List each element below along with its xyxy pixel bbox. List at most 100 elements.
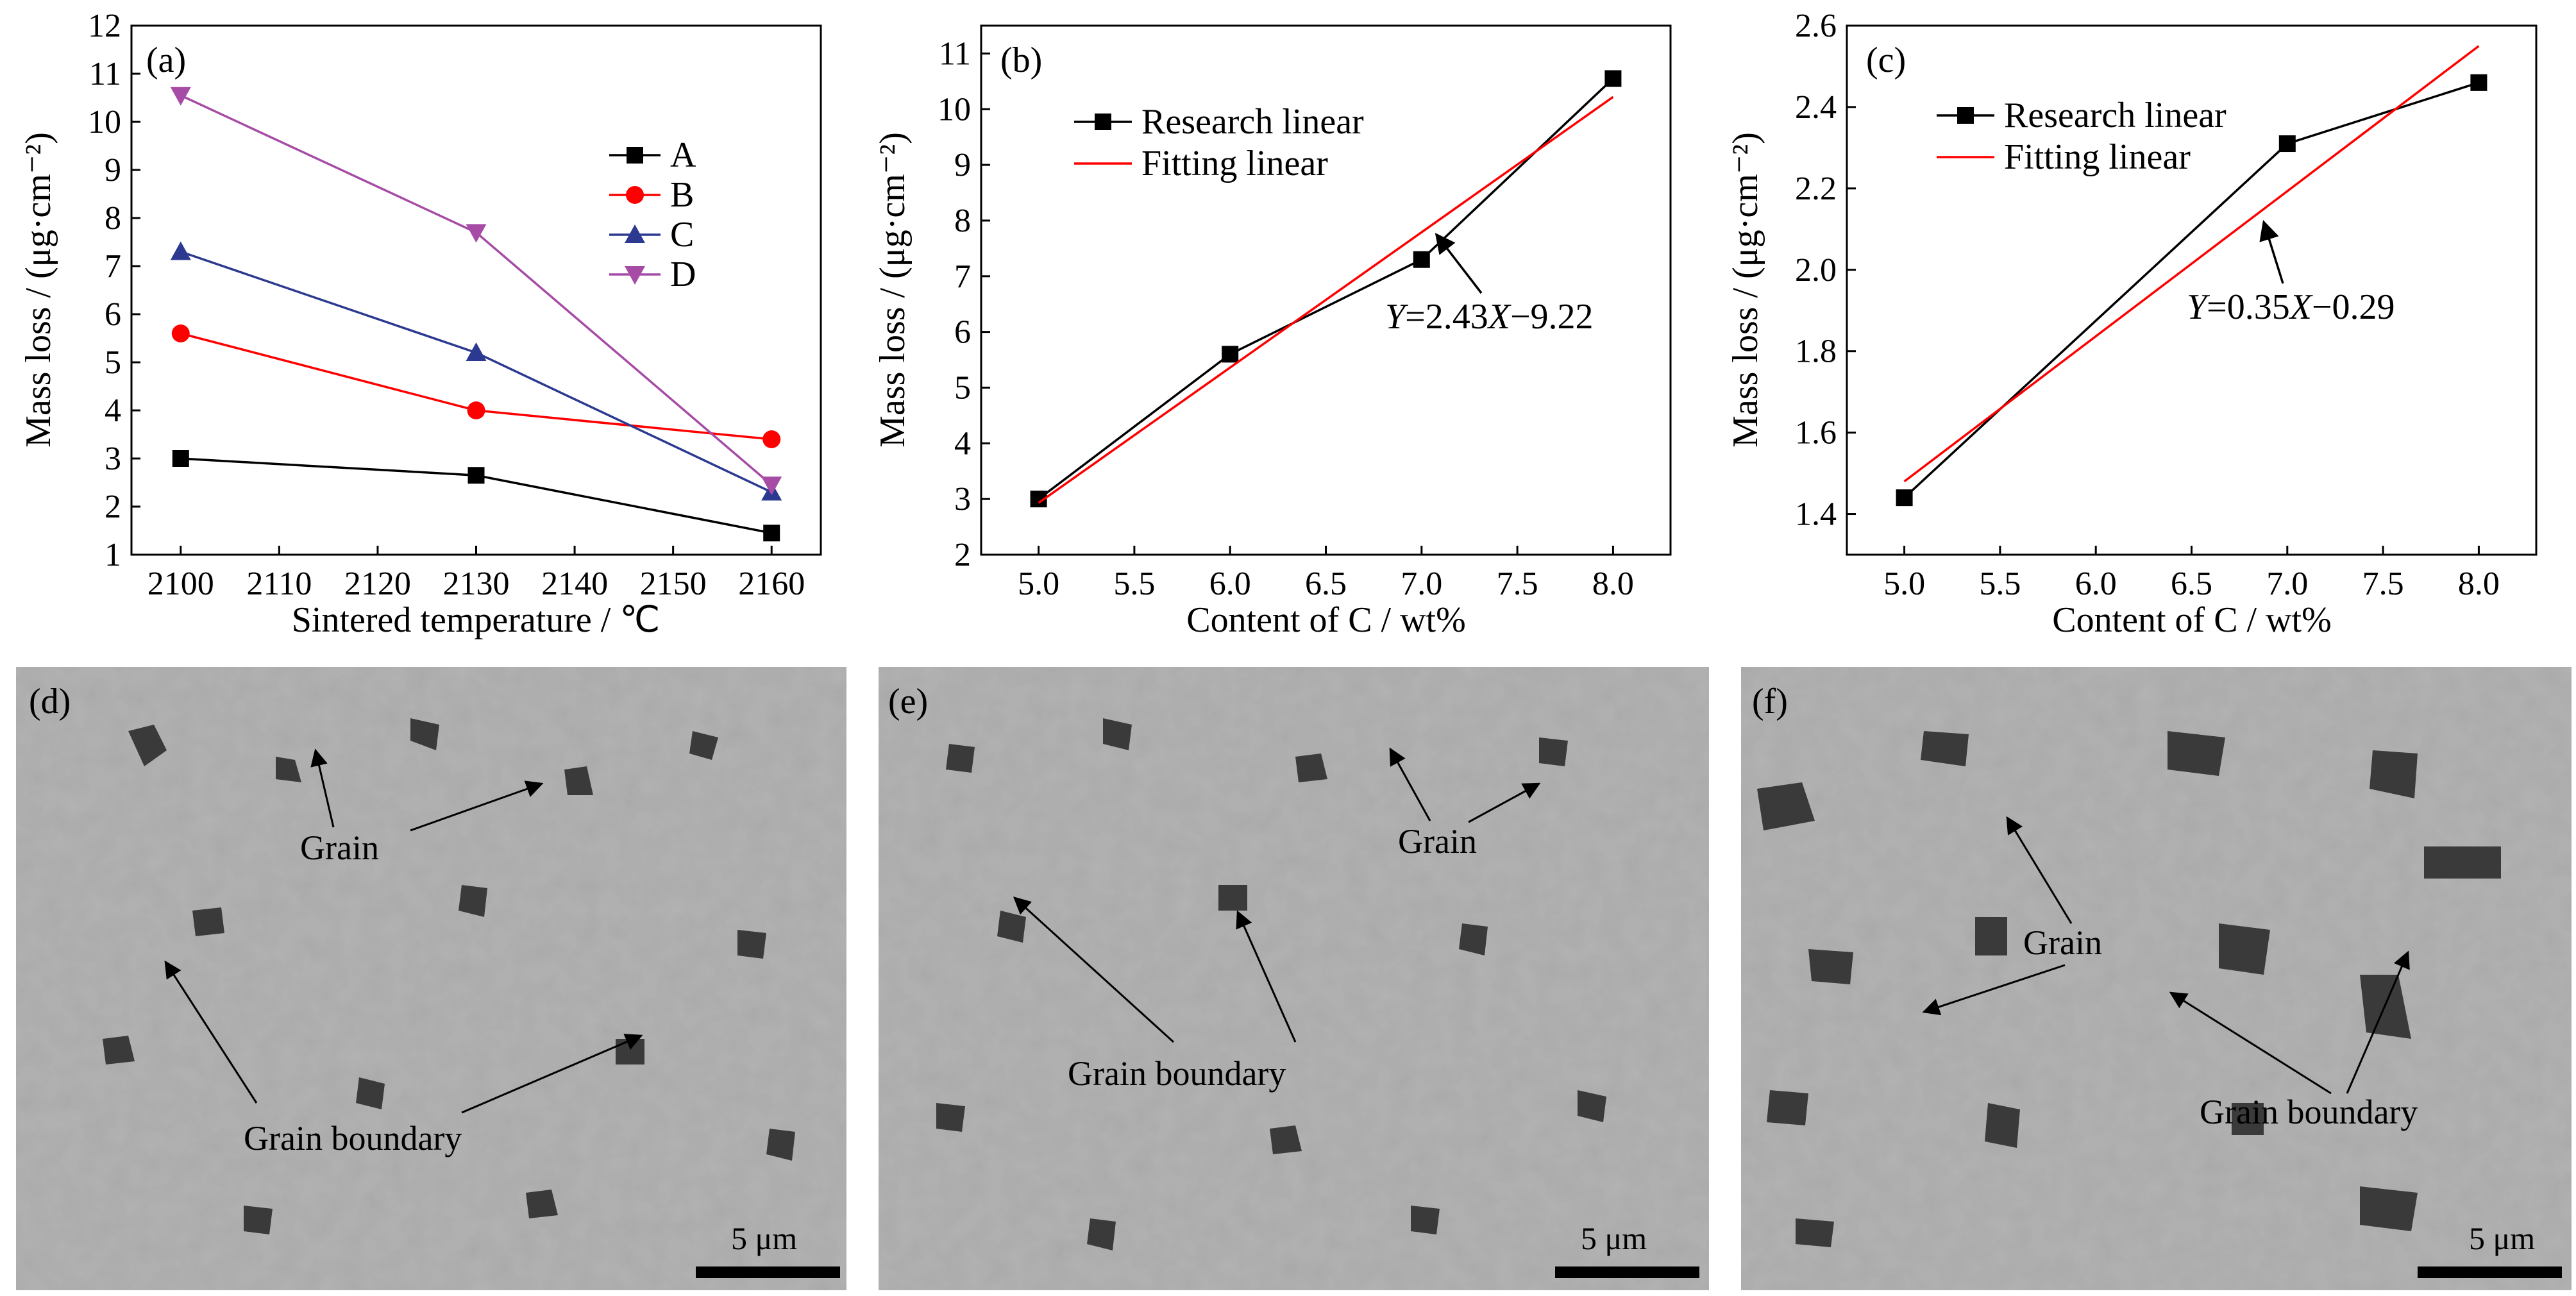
scale-bar-e — [1555, 1267, 1699, 1278]
legend-marker — [627, 147, 643, 164]
x-tick-label: 7.0 — [2266, 566, 2308, 602]
y-tick-label: 1.6 — [1795, 415, 1837, 451]
dark-phase-f — [1757, 731, 2501, 1247]
scale-bar-f — [2418, 1267, 2562, 1278]
chart-panel-b: 2 3 4 5 6 7 8 9 10 11 5.0 5.5 6.0 6.5 7.0 7.5 8.0 (b) C… — [873, 24, 1672, 640]
y-tick-label: 4 — [105, 392, 121, 429]
equation-annotation-c: Y=0.35X−0.29 — [2187, 220, 2395, 327]
dark-phase-e — [936, 718, 1606, 1250]
y-tick-label: 5 — [105, 344, 121, 381]
y-tick-label: 6 — [105, 296, 121, 333]
y-tick-label: 3 — [105, 441, 121, 477]
y-axis-label-a: Mass loss / (μg·cm⁻²) — [19, 132, 58, 448]
y-tick-label: 10 — [88, 104, 121, 140]
data-point — [467, 467, 485, 484]
micrograph-f: (f) Grain Grain boundary 5 μm — [1741, 667, 2572, 1290]
data-point — [2470, 74, 2488, 91]
boundary-arrow-e-2 — [1236, 910, 1297, 1043]
grain-label-d: Grain — [300, 829, 379, 867]
y-tick-label: 2 — [105, 489, 121, 525]
data-point — [170, 241, 191, 260]
x-tick-label: 6.5 — [1305, 566, 1347, 602]
y-tick-label: 2.4 — [1795, 89, 1837, 126]
y-tick-label: 11 — [939, 35, 971, 72]
series-group-c — [1896, 45, 2488, 507]
grain-label-f: Grain — [2023, 923, 2102, 962]
micrograph-image-d — [16, 667, 846, 1290]
y-tick-label: 8 — [105, 200, 121, 237]
y-tick-label: 2 — [954, 537, 971, 573]
boundary-arrow-e-1 — [1013, 896, 1175, 1043]
series-group-b — [1030, 70, 1622, 508]
boundary-arrow-f-1 — [2169, 991, 2332, 1095]
grain-boundary-label-d: Grain boundary — [244, 1119, 462, 1157]
legend-marker — [626, 186, 644, 204]
y-tick-label: 2.0 — [1795, 252, 1837, 289]
micrograph-e: (e) Grain Grain boundary 5 μm — [879, 667, 1709, 1290]
legend-label: B — [670, 175, 694, 215]
grain-label-e: Grain — [1398, 822, 1477, 861]
x-tick-label: 6.5 — [2171, 566, 2212, 602]
y-tick-label: 11 — [89, 56, 121, 92]
equation-arrow — [2259, 220, 2284, 284]
x-tick-label: 7.0 — [1401, 566, 1442, 602]
scale-bar-d — [696, 1267, 840, 1278]
dark-phase-d — [103, 718, 795, 1234]
micrograph-image-f — [1741, 667, 2572, 1290]
x-tick-label: 7.5 — [2362, 566, 2404, 602]
y-tick-label: 10 — [938, 91, 971, 128]
x-tick-label: 2130 — [443, 566, 510, 602]
x-tick-label: 2150 — [640, 566, 707, 602]
data-point — [170, 87, 191, 106]
panel-label-d: (d) — [29, 682, 71, 721]
micrograph-image-e — [879, 667, 1709, 1290]
y-tick-label: 9 — [105, 152, 121, 189]
x-axis-label-b: Content of C / wt% — [1186, 600, 1466, 640]
grain-arrow-f-2 — [1922, 964, 2066, 1016]
data-point — [1604, 70, 1622, 87]
x-axis-label-c: Content of C / wt% — [2052, 600, 2332, 640]
grain-boundary-label-f: Grain boundary — [2200, 1093, 2418, 1131]
panel-label-a: (a) — [146, 40, 186, 80]
data-point — [761, 476, 782, 496]
x-axis-ticks-c: 5.0 5.5 6.0 6.5 7.0 7.5 8.0 — [1883, 546, 2500, 602]
panel-label-e: (e) — [888, 682, 928, 721]
chart-panel-c: 1.4 1.6 1.8 2.0 2.2 2.4 2.6 5.0 5.5 6.0 6.5 7.0 7.5… — [1726, 8, 2538, 640]
boundary-arrow-d-1 — [164, 960, 258, 1104]
legend-label: Research linear — [1141, 102, 1364, 142]
legend-marker — [1957, 107, 1974, 124]
data-point — [2278, 135, 2296, 153]
legend-label: Fitting linear — [1141, 144, 1328, 183]
data-point — [762, 430, 781, 448]
panel-label-b: (b) — [1000, 40, 1042, 80]
panel-label-c: (c) — [1866, 40, 1906, 80]
y-tick-label: 1 — [105, 537, 121, 573]
legend-label: Research linear — [2004, 96, 2227, 135]
data-point — [1896, 489, 1913, 507]
legend-label: Fitting linear — [2004, 137, 2191, 177]
y-tick-label: 4 — [954, 425, 971, 462]
y-axis-ticks-b: 2 3 4 5 6 7 8 9 10 11 — [938, 35, 990, 573]
x-tick-label: 2160 — [738, 566, 805, 602]
legend-marker — [625, 266, 645, 285]
legend-label: D — [670, 255, 696, 294]
micrograph-d: (d) Grain Grain boundary 5 μm — [16, 667, 846, 1290]
y-tick-label: 8 — [954, 203, 971, 239]
x-tick-label: 2110 — [246, 566, 312, 602]
data-point — [467, 401, 485, 419]
grain-arrow-d-1 — [310, 748, 335, 828]
x-tick-label: 2140 — [541, 566, 608, 602]
legend-label: A — [670, 135, 696, 175]
x-tick-label: 5.0 — [1883, 566, 1925, 602]
y-axis-label-b: Mass loss / (μg·cm⁻²) — [873, 132, 913, 448]
y-tick-label: 2.6 — [1795, 8, 1837, 44]
equation-annotation-b: Y=2.43X−9.22 — [1385, 233, 1594, 337]
series-group-a — [170, 87, 782, 542]
series-line-fitting-linear — [1903, 45, 2480, 483]
boundary-arrow-d-2 — [461, 1034, 643, 1114]
